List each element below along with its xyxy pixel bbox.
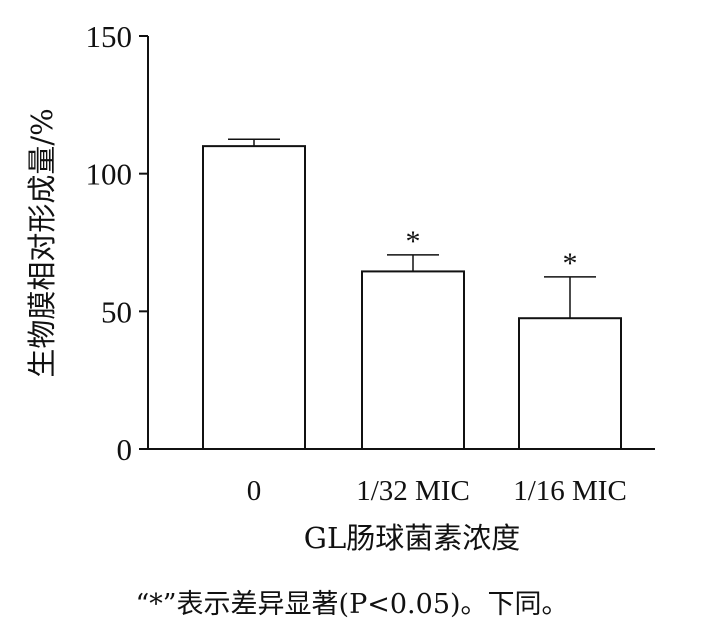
bar: [202, 145, 306, 450]
y-axis: 0 50 100 150: [86, 19, 149, 467]
x-category-label: 0: [247, 475, 262, 507]
y-tick-label: 150: [86, 19, 133, 54]
x-category-label: 1/32 MIC: [356, 475, 470, 507]
figure-caption: “*”表示差异显著(P<0.05)。下同。: [135, 589, 569, 620]
significance-asterisk: *: [406, 225, 421, 258]
y-axis-title: 生物膜相对形成量/%: [25, 108, 59, 377]
x-axis-title: GL肠球菌素浓度: [304, 521, 520, 555]
y-tick-label: 100: [86, 157, 133, 192]
y-tick-label: 50: [101, 294, 132, 329]
bar: [361, 270, 465, 450]
significance-marks: **: [406, 225, 578, 280]
category-labels: 0 1/32 MIC 1/16 MIC: [247, 475, 627, 507]
x-category-label: 1/16 MIC: [513, 475, 627, 507]
y-tick-label: 0: [117, 432, 133, 467]
significance-asterisk: *: [563, 247, 578, 280]
bar: [518, 317, 622, 451]
error-bars: [228, 138, 596, 319]
bars: [202, 145, 622, 451]
